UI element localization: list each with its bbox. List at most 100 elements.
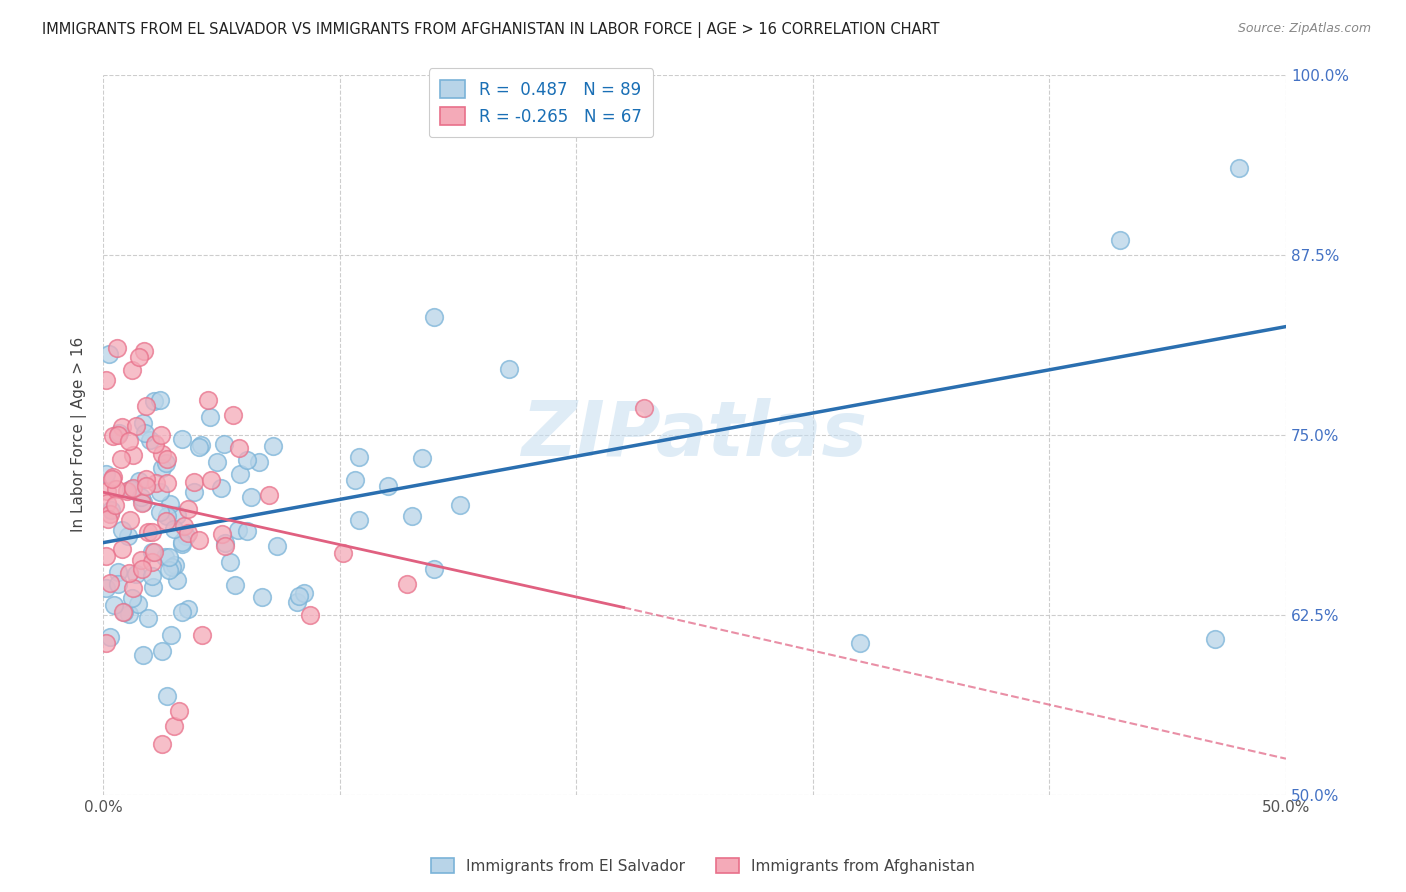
Point (97, 512, 120, 526)
Point (214, 539, 236, 553)
Point (118, 434, 141, 448)
Point (120, 483, 142, 497)
Point (162, 559, 184, 574)
Point (177, 601, 200, 615)
Point (94, 372, 117, 386)
Point (332, 546, 354, 560)
Point (135, 478, 157, 492)
Point (128, 474, 150, 488)
Point (163, 523, 186, 537)
Point (98, 507, 121, 521)
Point (159, 497, 181, 511)
Point (128, 351, 150, 365)
Point (141, 555, 163, 569)
Point (239, 490, 262, 504)
Point (153, 550, 176, 565)
Point (125, 567, 148, 582)
Point (104, 482, 127, 496)
Point (423, 562, 446, 576)
Point (115, 483, 138, 498)
Point (172, 535, 194, 549)
Point (134, 426, 156, 441)
Point (157, 549, 180, 564)
Point (236, 524, 259, 538)
Point (129, 490, 152, 504)
Point (118, 513, 141, 527)
Point (131, 648, 153, 662)
Point (100, 630, 122, 644)
Point (423, 310, 446, 324)
Point (197, 393, 219, 408)
Point (247, 455, 270, 469)
Point (100, 502, 122, 516)
Point (129, 553, 152, 567)
Point (98, 575, 121, 590)
Point (96, 483, 118, 498)
Point (149, 428, 172, 442)
Point (111, 420, 134, 434)
Point (166, 508, 188, 523)
Point (167, 704, 190, 718)
Point (121, 363, 143, 377)
Point (174, 529, 197, 543)
Point (183, 485, 205, 500)
Point (143, 545, 166, 559)
Point (229, 467, 252, 481)
Point (107, 565, 129, 579)
Point (117, 566, 139, 580)
Point (156, 508, 179, 523)
Point (149, 485, 172, 500)
Point (1204, 632, 1226, 647)
Point (219, 555, 242, 569)
Point (112, 605, 135, 619)
Point (176, 526, 198, 541)
Point (108, 425, 131, 440)
Point (396, 577, 419, 591)
Point (122, 581, 145, 595)
Point (166, 573, 188, 587)
Point (187, 533, 209, 548)
Point (94, 467, 117, 481)
Point (143, 393, 166, 408)
Point (141, 525, 163, 540)
Point (160, 628, 183, 642)
Point (107, 576, 129, 591)
Point (228, 524, 250, 538)
Point (156, 690, 179, 704)
Point (134, 343, 156, 358)
Point (214, 535, 236, 549)
Point (96, 496, 118, 510)
Point (121, 481, 143, 495)
Point (212, 436, 235, 450)
Point (157, 563, 180, 577)
Point (156, 475, 179, 490)
Point (156, 452, 179, 467)
Point (149, 505, 172, 519)
Point (132, 495, 155, 509)
Point (187, 440, 209, 454)
Point (135, 473, 157, 487)
Point (110, 452, 132, 467)
Point (211, 526, 233, 541)
Y-axis label: In Labor Force | Age > 16: In Labor Force | Age > 16 (72, 337, 87, 533)
Point (285, 595, 308, 609)
Point (150, 447, 173, 461)
Point (190, 438, 212, 452)
Point (131, 416, 153, 430)
Point (150, 644, 173, 658)
Point (150, 461, 173, 475)
Point (94, 635, 117, 649)
Point (155, 514, 177, 528)
Point (498, 362, 520, 376)
Point (94, 549, 117, 564)
Legend: Immigrants from El Salvador, Immigrants from Afghanistan: Immigrants from El Salvador, Immigrants … (425, 852, 981, 880)
Point (170, 537, 193, 551)
Point (111, 541, 134, 556)
Point (209, 481, 232, 495)
Point (200, 473, 222, 487)
Point (149, 393, 172, 408)
Point (173, 519, 195, 533)
Point (183, 475, 205, 489)
Point (111, 523, 134, 537)
Point (200, 410, 222, 425)
